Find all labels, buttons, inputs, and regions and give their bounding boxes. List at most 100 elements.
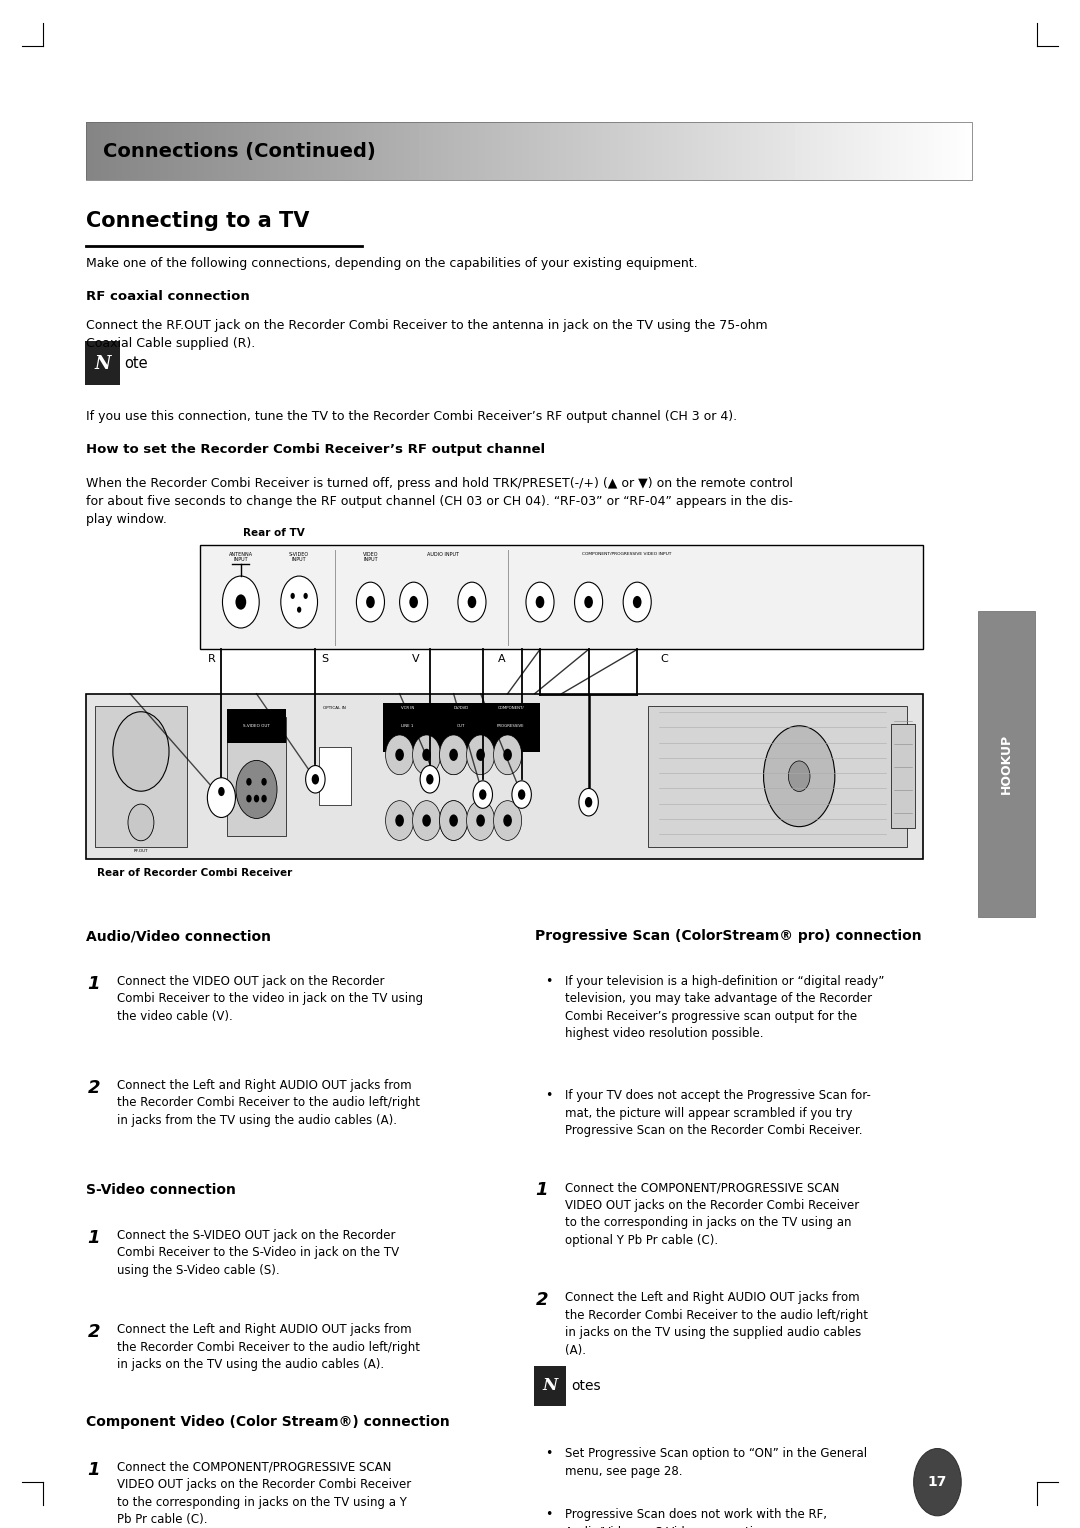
Bar	[500, 122, 509, 180]
Bar	[485, 122, 494, 180]
Bar	[943, 122, 950, 180]
Bar	[131, 122, 139, 180]
Bar	[625, 122, 634, 180]
Bar	[234, 122, 242, 180]
Bar	[153, 122, 161, 180]
Circle shape	[422, 749, 431, 761]
Bar	[883, 122, 892, 180]
Bar	[300, 122, 309, 180]
Bar	[102, 122, 110, 180]
Bar	[337, 122, 346, 180]
Text: VIDEO
INPUT: VIDEO INPUT	[363, 552, 378, 562]
Circle shape	[422, 814, 431, 827]
Bar	[905, 122, 914, 180]
Circle shape	[356, 582, 384, 622]
Bar	[86, 694, 923, 859]
Text: Component Video (Color Stream®) connection: Component Video (Color Stream®) connecti…	[86, 1415, 450, 1429]
Circle shape	[473, 781, 492, 808]
Text: Connect the COMPONENT/PROGRESSIVE SCAN
VIDEO OUT jacks on the Recorder Combi Rec: Connect the COMPONENT/PROGRESSIVE SCAN V…	[117, 1461, 410, 1526]
Bar	[891, 122, 900, 180]
Bar	[861, 122, 869, 180]
Circle shape	[764, 726, 835, 827]
Circle shape	[536, 596, 544, 608]
Circle shape	[420, 766, 440, 793]
Circle shape	[526, 582, 554, 622]
Text: If you use this connection, tune the TV to the Recorder Combi Receiver’s RF outp: If you use this connection, tune the TV …	[86, 410, 738, 423]
Bar	[787, 122, 796, 180]
Text: If your TV does not accept the Progressive Scan for-
mat, the picture will appea: If your TV does not accept the Progressi…	[565, 1089, 870, 1137]
Text: Set Progressive Scan option to “ON” in the General
menu, see page 28.: Set Progressive Scan option to “ON” in t…	[565, 1447, 867, 1478]
Text: DV/DVD: DV/DVD	[454, 706, 469, 711]
Text: Connect the COMPONENT/PROGRESSIVE SCAN
VIDEO OUT jacks on the Recorder Combi Rec: Connect the COMPONENT/PROGRESSIVE SCAN V…	[565, 1181, 859, 1247]
Bar	[411, 122, 420, 180]
Text: 1: 1	[87, 975, 100, 993]
Circle shape	[476, 814, 485, 827]
Circle shape	[480, 790, 486, 799]
Circle shape	[254, 795, 259, 802]
Bar	[558, 122, 567, 180]
Bar	[456, 122, 464, 180]
Circle shape	[503, 749, 512, 761]
Bar	[795, 122, 804, 180]
Text: 1: 1	[87, 1461, 100, 1479]
Text: 2: 2	[536, 1291, 549, 1309]
Circle shape	[440, 801, 468, 840]
Text: 17: 17	[928, 1475, 947, 1490]
Bar	[389, 122, 397, 180]
Circle shape	[503, 814, 512, 827]
Circle shape	[623, 582, 651, 622]
Bar	[248, 122, 257, 180]
Text: LINE 1: LINE 1	[401, 724, 414, 729]
Text: RF.OUT: RF.OUT	[134, 848, 148, 853]
Bar	[581, 122, 590, 180]
Circle shape	[303, 593, 308, 599]
Text: 1: 1	[536, 1181, 549, 1199]
Bar	[685, 122, 692, 180]
Bar	[751, 122, 759, 180]
Text: How to set the Recorder Combi Receiver’s RF output channel: How to set the Recorder Combi Receiver’s…	[86, 443, 545, 457]
Bar	[470, 122, 478, 180]
Text: AUDIO INPUT: AUDIO INPUT	[427, 552, 459, 556]
Bar	[360, 122, 368, 180]
Bar	[227, 122, 235, 180]
Bar	[190, 122, 199, 180]
Bar	[920, 122, 929, 180]
Bar	[319, 747, 351, 805]
Bar	[375, 122, 382, 180]
Bar	[433, 122, 442, 180]
Text: COMPONENT/PROGRESSIVE VIDEO INPUT: COMPONENT/PROGRESSIVE VIDEO INPUT	[582, 552, 671, 556]
Text: HOOKUP: HOOKUP	[1000, 733, 1013, 795]
Bar	[573, 122, 582, 180]
Text: Connecting to a TV: Connecting to a TV	[86, 211, 310, 231]
Text: COMPONENT/: COMPONENT/	[498, 706, 524, 711]
Circle shape	[449, 749, 458, 761]
Bar	[227, 709, 286, 743]
Text: V: V	[411, 654, 419, 665]
Text: S-VIDEO OUT: S-VIDEO OUT	[243, 724, 270, 727]
Text: C: C	[660, 654, 669, 665]
Text: •: •	[545, 1089, 553, 1103]
Bar	[345, 122, 353, 180]
Bar	[241, 122, 249, 180]
Text: Connect the VIDEO OUT jack on the Recorder
Combi Receiver to the video in jack o: Connect the VIDEO OUT jack on the Record…	[117, 975, 422, 1022]
Bar	[204, 122, 213, 180]
Circle shape	[222, 576, 259, 628]
Text: •: •	[545, 1447, 553, 1461]
Circle shape	[494, 735, 522, 775]
Bar	[522, 122, 530, 180]
Bar	[308, 122, 316, 180]
Bar	[381, 122, 390, 180]
Bar	[810, 122, 819, 180]
Text: Connect the Left and Right AUDIO OUT jacks from
the Recorder Combi Receiver to t: Connect the Left and Right AUDIO OUT jac…	[565, 1291, 868, 1357]
Bar	[175, 122, 184, 180]
Text: •: •	[545, 1508, 553, 1522]
Bar	[492, 122, 501, 180]
Circle shape	[291, 593, 295, 599]
Bar	[123, 122, 132, 180]
Bar	[566, 122, 575, 180]
Bar	[146, 122, 154, 180]
Bar	[138, 122, 147, 180]
Circle shape	[440, 801, 468, 840]
Bar	[780, 122, 788, 180]
Circle shape	[413, 801, 441, 840]
